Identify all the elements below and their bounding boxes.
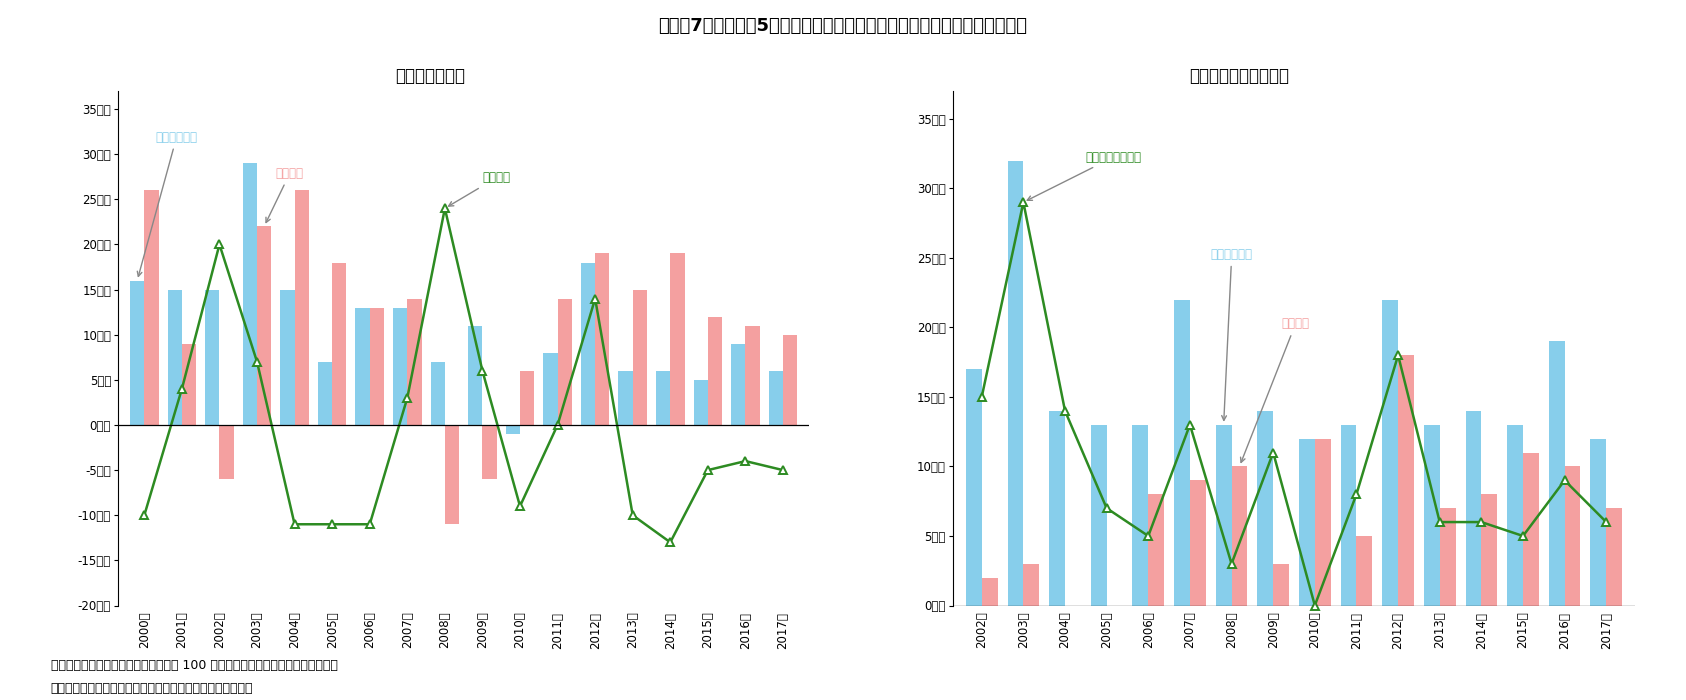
Bar [295,190,309,425]
Bar [408,299,422,425]
Bar [319,362,332,425]
Bar [1482,494,1497,606]
Bar [745,326,760,425]
Bar [782,335,797,425]
Bar [1023,564,1039,606]
Bar [595,253,609,425]
Bar [769,371,782,425]
Bar [708,316,722,425]
Bar [981,578,998,606]
Bar [1607,508,1622,606]
Bar [482,425,497,479]
Bar [1008,160,1023,606]
Bar [1133,425,1148,606]
Bar [430,362,445,425]
Bar [1049,411,1066,606]
Bar [506,425,519,434]
Text: 賃貸面積: 賃貸面積 [266,167,303,223]
Bar [966,369,981,606]
Bar [243,163,256,425]
Bar [1258,411,1273,606]
Bar [1465,411,1482,606]
Bar [369,307,384,425]
Bar [469,326,482,425]
Bar [1425,425,1440,606]
Bar [145,190,158,425]
Bar [732,344,745,425]
Bar [1398,355,1415,606]
Bar [1148,494,1163,606]
Bar [1273,564,1290,606]
Bar [1315,439,1330,606]
Text: ＜前年比増分＞: ＜前年比増分＞ [395,66,465,85]
Bar [558,299,572,425]
Bar [219,425,234,479]
Bar [206,290,219,425]
Bar [1565,466,1580,606]
Text: 空室面積: 空室面積 [448,172,511,206]
Bar [582,262,595,425]
Bar [280,290,295,425]
Bar [619,371,632,425]
Bar [1216,425,1231,606]
Text: （注）都心５区に立地する基準階面積 100 坪以上の主要賃貸事務所ビルを対象。: （注）都心５区に立地する基準階面積 100 坪以上の主要賃貸事務所ビルを対象。 [51,659,337,673]
Text: ＜賃貸可能面積増分＞: ＜賃貸可能面積増分＞ [1189,66,1290,85]
Text: 図表－7　東京都心5区オフィスビルの賃貸可能面積・賃貸面積・空室面積: 図表－7 東京都心5区オフィスビルの賃貸可能面積・賃貸面積・空室面積 [659,18,1027,36]
Bar [693,380,708,425]
Bar [671,253,685,425]
Bar [1549,342,1565,606]
Bar [1298,439,1315,606]
Text: 新規供給面積: 新規供給面積 [1211,248,1253,421]
Bar [1590,439,1607,606]
Bar [332,262,346,425]
Bar [356,307,369,425]
Bar [656,371,671,425]
Bar [256,226,271,425]
Bar [130,281,145,425]
Bar [519,371,534,425]
Text: （出所）三鬼商事のデータを基にニッセイ基礎研究所が作成: （出所）三鬼商事のデータを基にニッセイ基礎研究所が作成 [51,682,253,696]
Bar [1190,480,1205,606]
Bar [1440,508,1455,606]
Bar [1507,425,1522,606]
Bar [445,425,459,524]
Bar [1091,425,1106,606]
Bar [1383,300,1398,606]
Bar [393,307,408,425]
Text: 減失面積: 減失面積 [1241,317,1310,463]
Bar [1357,536,1372,606]
Bar [543,353,558,425]
Bar [1231,466,1248,606]
Bar [1522,452,1539,606]
Bar [1340,425,1357,606]
Bar [167,290,182,425]
Bar [632,290,647,425]
Text: 賃貸可能面積増分: 賃貸可能面積増分 [1027,150,1141,200]
Bar [182,344,196,425]
Text: 賃貸可能面積: 賃貸可能面積 [137,131,197,276]
Bar [1173,300,1190,606]
